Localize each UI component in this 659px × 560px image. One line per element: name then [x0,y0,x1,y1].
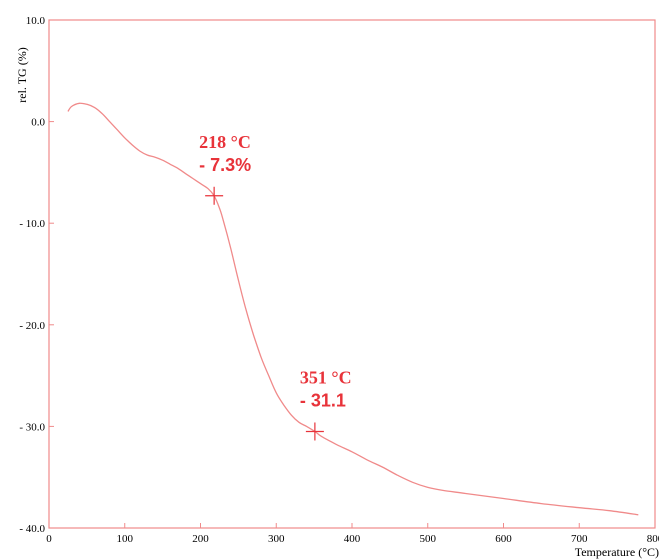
y-tick-label: - 20.0 [19,320,45,332]
x-tick-label: 500 [420,533,437,545]
x-tick-label: 600 [495,533,512,545]
x-tick-marks [48,523,656,528]
x-tick-label: 300 [268,533,285,545]
y-tick-label: - 30.0 [19,421,45,433]
x-axis-title: Temperature (°C) [575,545,659,559]
x-tick-label: 400 [344,533,361,545]
x-tick-labels: 0 100 200 300 400 500 600 700 800 [46,533,659,545]
y-tick-marks [49,19,54,529]
x-tick-label: 0 [46,533,52,545]
annotation-temperature: 218 °C [199,132,251,152]
y-tick-label: 0.0 [31,117,45,129]
tg-curve-line [67,102,639,516]
annotation-temperature: 351 °C [300,367,352,387]
annotation-mass-loss: - 7.3% [199,155,251,175]
x-tick-label: 200 [192,533,209,545]
y-tick-label: - 40.0 [19,523,45,535]
y-tick-labels: 10.0 0.0 - 10.0 - 20.0 - 30.0 - 40.0 [19,15,45,535]
y-tick-label: 10.0 [26,15,46,27]
annotation-mass-loss: - 31.1 [300,390,346,410]
y-tick-label: - 10.0 [19,218,45,230]
x-tick-label: 700 [571,533,588,545]
annotations: 218 °C - 7.3% 351 °C - 31.1 [199,132,352,441]
y-axis-title: rel. TG (%) [15,47,29,102]
x-tick-label: 800 [647,533,659,545]
x-tick-label: 100 [117,533,134,545]
